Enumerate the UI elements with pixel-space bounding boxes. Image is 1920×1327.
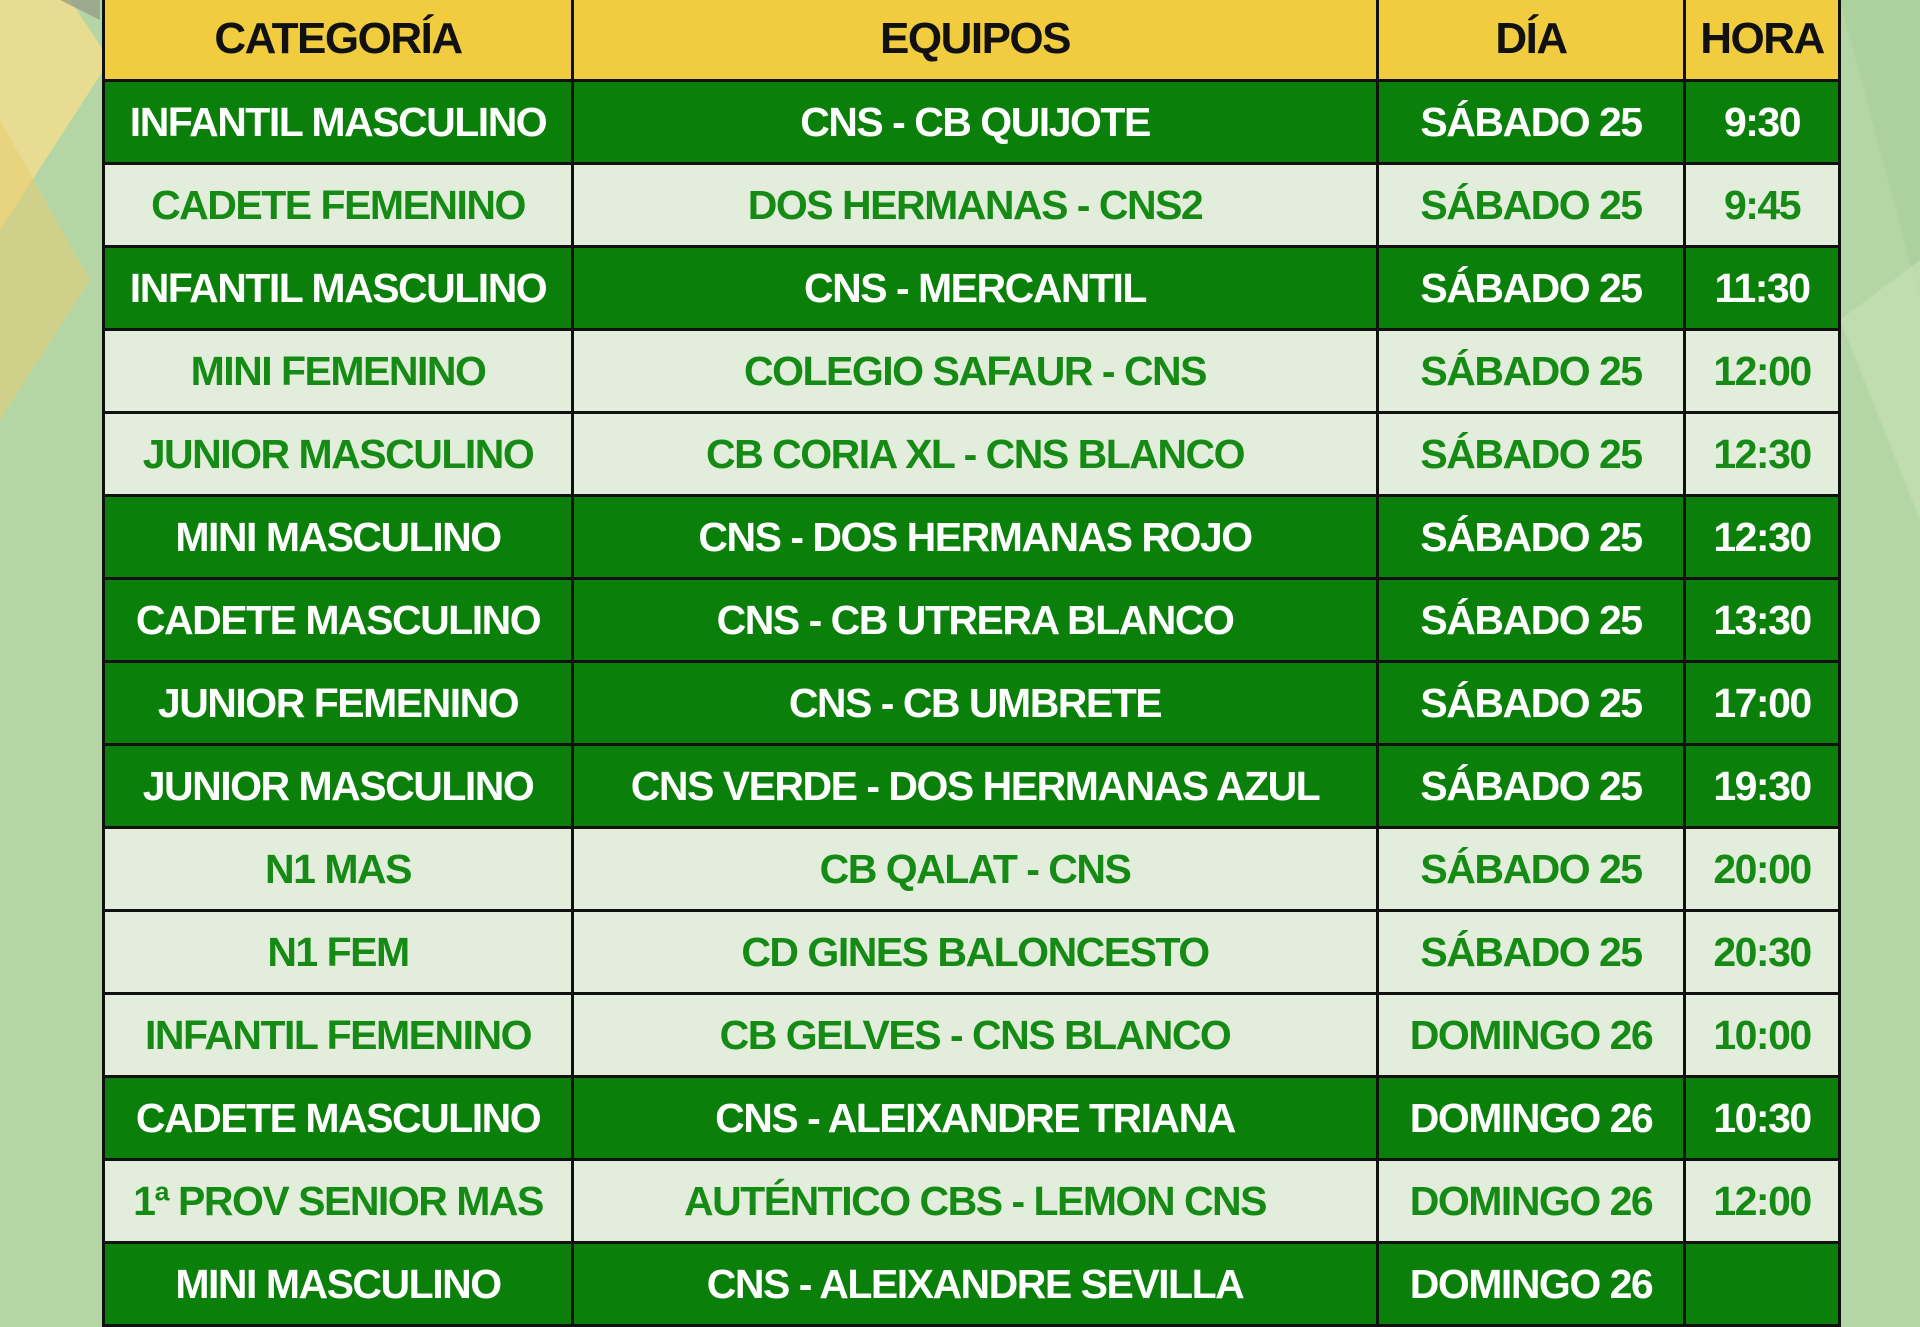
time-cell: 20:30: [1683, 909, 1841, 995]
table-row: JUNIOR MASCULINO CB CORIA XL - CNS BLANCO…: [102, 411, 1841, 497]
time-cell: [1683, 1241, 1841, 1327]
header-row: CATEGORÍA EQUIPOS DÍA HORA: [102, 0, 1841, 82]
day-cell: SÁBADO 25: [1376, 660, 1686, 746]
day-cell: SÁBADO 25: [1376, 743, 1686, 829]
teams-cell: CNS - CB UMBRETE: [571, 660, 1379, 746]
teams-cell: CNS - MERCANTIL: [571, 245, 1379, 331]
table-row: INFANTIL MASCULINO CNS - MERCANTIL SÁBADO …: [102, 245, 1841, 331]
day-cell: DOMINGO 26: [1376, 1075, 1686, 1161]
teams-cell: COLEGIO SAFAUR - CNS: [571, 328, 1379, 414]
table-row: N1 FEM CD GINES BALONCESTO SÁBADO 25 20:30: [102, 909, 1841, 995]
category-cell: 1ª PROV SENIOR MAS: [102, 1158, 574, 1244]
time-cell: 12:00: [1683, 1158, 1841, 1244]
table-row: N1 MAS CB QALAT - CNS SÁBADO 25 20:00: [102, 826, 1841, 912]
teams-cell: CNS - DOS HERMANAS ROJO: [571, 494, 1379, 580]
day-cell: SÁBADO 25: [1376, 162, 1686, 248]
day-cell: SÁBADO 25: [1376, 245, 1686, 331]
table-row: INFANTIL FEMENINO CB GELVES - CNS BLANCO D…: [102, 992, 1841, 1078]
table-row: MINI MASCULINO CNS - DOS HERMANAS ROJO SÁB…: [102, 494, 1841, 580]
header-categoria: CATEGORÍA: [102, 0, 574, 82]
day-cell: DOMINGO 26: [1376, 1158, 1686, 1244]
table-row: JUNIOR MASCULINO CNS VERDE - DOS HERMANAS…: [102, 743, 1841, 829]
table-row: CADETE MASCULINO CNS - ALEIXANDRE TRIANA D…: [102, 1075, 1841, 1161]
time-cell: 11:30: [1683, 245, 1841, 331]
day-cell: SÁBADO 25: [1376, 909, 1686, 995]
teams-cell: CNS - ALEIXANDRE TRIANA: [571, 1075, 1379, 1161]
time-cell: 9:30: [1683, 79, 1841, 165]
table-row: CADETE MASCULINO CNS - CB UTRERA BLANCO SÁ…: [102, 577, 1841, 663]
teams-cell: DOS HERMANAS - CNS2: [571, 162, 1379, 248]
category-cell: INFANTIL FEMENINO: [102, 992, 574, 1078]
category-cell: CADETE MASCULINO: [102, 577, 574, 663]
day-cell: SÁBADO 25: [1376, 328, 1686, 414]
time-cell: 10:00: [1683, 992, 1841, 1078]
category-cell: N1 MAS: [102, 826, 574, 912]
header-equipos: EQUIPOS: [571, 0, 1379, 82]
category-cell: MINI MASCULINO: [102, 1241, 574, 1327]
day-cell: SÁBADO 25: [1376, 494, 1686, 580]
teams-cell: CNS - CB UTRERA BLANCO: [571, 577, 1379, 663]
table-row: MINI FEMENINO COLEGIO SAFAUR - CNS SÁBADO …: [102, 328, 1841, 414]
table-row: MINI MASCULINO CNS - ALEIXANDRE SEVILLA DO…: [102, 1241, 1841, 1327]
table-row: 1ª PROV SENIOR MAS AUTÉNTICO CBS - LEMON …: [102, 1158, 1841, 1244]
table-row: JUNIOR FEMENINO CNS - CB UMBRETE SÁBADO 25…: [102, 660, 1841, 746]
header-dia: DÍA: [1376, 0, 1686, 82]
header-hora: HORA: [1683, 0, 1841, 82]
table-row: INFANTIL MASCULINO CNS - CB QUIJOTE SÁBADO…: [102, 79, 1841, 165]
time-cell: 12:30: [1683, 411, 1841, 497]
category-cell: MINI FEMENINO: [102, 328, 574, 414]
category-cell: JUNIOR MASCULINO: [102, 743, 574, 829]
schedule-table: CATEGORÍA EQUIPOS DÍA HORA INFANTIL MASC…: [102, 0, 1841, 1327]
teams-cell: CD GINES BALONCESTO: [571, 909, 1379, 995]
day-cell: SÁBADO 25: [1376, 79, 1686, 165]
category-cell: N1 FEM: [102, 909, 574, 995]
category-cell: INFANTIL MASCULINO: [102, 79, 574, 165]
day-cell: SÁBADO 25: [1376, 826, 1686, 912]
time-cell: 12:30: [1683, 494, 1841, 580]
time-cell: 17:00: [1683, 660, 1841, 746]
teams-cell: CNS - CB QUIJOTE: [571, 79, 1379, 165]
day-cell: SÁBADO 25: [1376, 411, 1686, 497]
time-cell: 10:30: [1683, 1075, 1841, 1161]
category-cell: JUNIOR FEMENINO: [102, 660, 574, 746]
background-decoration: [0, 0, 1920, 520]
category-cell: JUNIOR MASCULINO: [102, 411, 574, 497]
time-cell: 20:00: [1683, 826, 1841, 912]
category-cell: INFANTIL MASCULINO: [102, 245, 574, 331]
table-row: CADETE FEMENINO DOS HERMANAS - CNS2 SÁBADO…: [102, 162, 1841, 248]
time-cell: 9:45: [1683, 162, 1841, 248]
time-cell: 13:30: [1683, 577, 1841, 663]
teams-cell: CB GELVES - CNS BLANCO: [571, 992, 1379, 1078]
teams-cell: CB CORIA XL - CNS BLANCO: [571, 411, 1379, 497]
teams-cell: CNS VERDE - DOS HERMANAS AZUL: [571, 743, 1379, 829]
category-cell: MINI MASCULINO: [102, 494, 574, 580]
day-cell: SÁBADO 25: [1376, 577, 1686, 663]
day-cell: DOMINGO 26: [1376, 992, 1686, 1078]
teams-cell: AUTÉNTICO CBS - LEMON CNS: [571, 1158, 1379, 1244]
category-cell: CADETE MASCULINO: [102, 1075, 574, 1161]
day-cell: DOMINGO 26: [1376, 1241, 1686, 1327]
teams-cell: CB QALAT - CNS: [571, 826, 1379, 912]
category-cell: CADETE FEMENINO: [102, 162, 574, 248]
time-cell: 12:00: [1683, 328, 1841, 414]
time-cell: 19:30: [1683, 743, 1841, 829]
teams-cell: CNS - ALEIXANDRE SEVILLA: [571, 1241, 1379, 1327]
